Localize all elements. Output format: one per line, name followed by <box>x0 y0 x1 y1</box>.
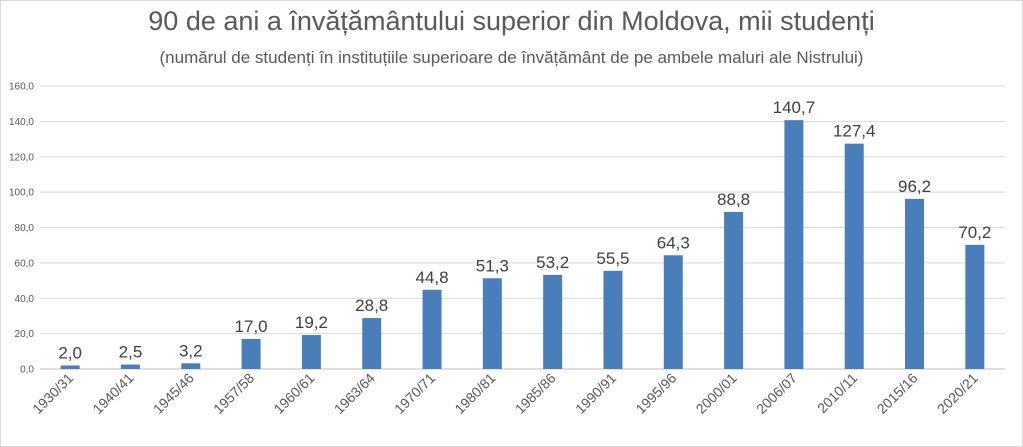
x-tick-label: 1940/41 <box>89 370 136 417</box>
y-tick-label: 20,0 <box>15 329 35 340</box>
x-tick-label: 1930/31 <box>29 370 76 417</box>
data-label: 70,2 <box>958 223 991 242</box>
data-label: 17,0 <box>235 317 268 336</box>
y-tick-label: 140,0 <box>9 117 34 128</box>
bar-1980-81 <box>482 278 502 369</box>
bars <box>60 120 985 369</box>
bar-1963-64 <box>362 318 382 369</box>
x-tick-label: 2015/16 <box>874 370 921 417</box>
bar-2006-07 <box>784 120 804 369</box>
x-tick-label: 1970/71 <box>391 370 438 417</box>
data-label: 64,3 <box>657 233 690 252</box>
x-tick-label: 1957/58 <box>210 370 257 417</box>
y-tick-label: 120,0 <box>9 152 34 163</box>
bar-2015-16 <box>905 198 925 369</box>
x-tick-label: 2010/11 <box>814 370 861 417</box>
x-tick-label: 1985/86 <box>512 370 559 417</box>
data-label: 140,7 <box>773 98 816 117</box>
x-tick-label: 2020/21 <box>934 370 981 417</box>
y-tick-label: 80,0 <box>15 223 35 234</box>
data-label: 88,8 <box>717 190 750 209</box>
bar-1930-31 <box>60 365 80 369</box>
bar-1970-71 <box>422 289 442 369</box>
x-tick-label: 2006/07 <box>753 370 800 417</box>
bar-1957-58 <box>241 338 261 369</box>
bar-1940-41 <box>120 364 140 369</box>
x-axis: 1930/31 1940/41 1945/46 1957/58 1960/61 1963/… <box>29 370 981 417</box>
data-label: 28,8 <box>355 296 388 315</box>
x-tick-label: 2000/01 <box>693 370 740 417</box>
data-label: 19,2 <box>295 313 328 332</box>
y-tick-label: 40,0 <box>15 294 35 305</box>
x-tick-label: 1995/96 <box>632 370 679 417</box>
x-tick-label: 1963/64 <box>331 370 378 417</box>
chart-subtitle: (numărul de studenți în instituțiile sup… <box>159 48 864 67</box>
x-tick-label: 1990/91 <box>572 370 619 417</box>
bar-1960-61 <box>301 335 321 369</box>
bar-1995-96 <box>663 255 683 369</box>
data-label: 2,5 <box>119 343 143 362</box>
x-tick-label: 1945/46 <box>150 370 197 417</box>
chart-title: 90 de ani a învățământului superior din … <box>148 6 875 36</box>
data-label: 44,8 <box>415 268 448 287</box>
data-label: 2,0 <box>58 343 82 362</box>
y-tick-label: 160,0 <box>9 82 34 93</box>
x-tick-label: 1980/81 <box>451 370 498 417</box>
data-label: 53,2 <box>536 253 569 272</box>
data-label: 55,5 <box>596 249 629 268</box>
y-axis: 0,0 20,0 40,0 60,0 80,0 100,0 120,0 140,0 160,0 <box>9 82 34 376</box>
bar-1990-91 <box>603 270 623 369</box>
data-label: 96,2 <box>898 177 931 196</box>
x-tick-label: 1960/61 <box>270 370 317 417</box>
y-tick-label: 0,0 <box>20 365 34 376</box>
bar-2000-01 <box>724 211 744 369</box>
bar-1985-86 <box>543 274 563 369</box>
y-tick-label: 60,0 <box>15 258 35 269</box>
gridlines <box>40 85 1005 370</box>
y-tick-label: 100,0 <box>9 188 34 199</box>
data-labels: 2,0 2,5 3,2 17,0 19,2 28,8 44,8 51,3 53,2 55,5 64,… <box>58 98 991 362</box>
bar-1945-46 <box>181 363 201 369</box>
bar-2020-21 <box>965 244 985 369</box>
data-label: 127,4 <box>833 122 876 141</box>
data-label: 51,3 <box>476 256 509 275</box>
bar-2010-11 <box>844 143 864 369</box>
data-label: 3,2 <box>179 341 203 360</box>
